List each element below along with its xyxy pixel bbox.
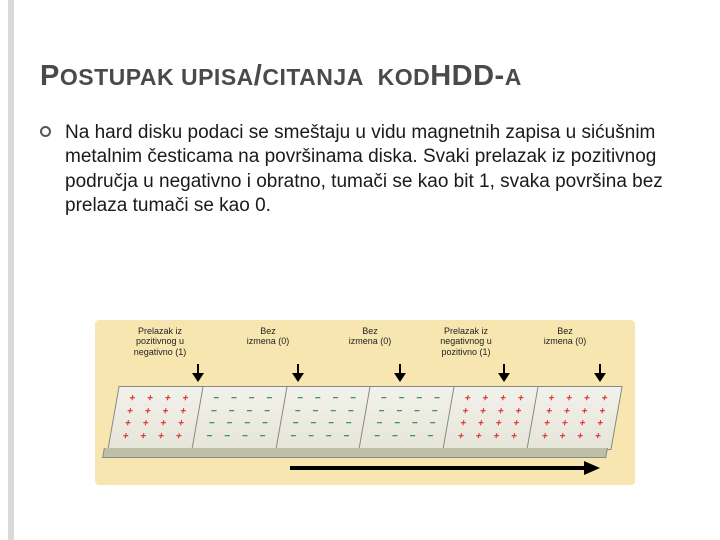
- direction-arrow-icon: [290, 463, 600, 473]
- down-arrow-icon: [292, 364, 304, 382]
- title-part: OSTUPAK UPISA: [60, 64, 254, 90]
- side-stripe: [8, 0, 14, 540]
- segment-plus: ++++++++++++++++: [443, 386, 538, 450]
- diagram-label: Prelazak izpozitivnog unegativno (1): [120, 326, 200, 357]
- segment-minus: −−−−−−−−−−−−−−−−: [191, 386, 286, 450]
- segment-minus: −−−−−−−−−−−−−−−−: [275, 386, 370, 450]
- diagram-label: Prelazak iznegativnog upozitivno (1): [426, 326, 506, 357]
- diagram-label: Bezizmena (0): [525, 326, 605, 347]
- title-part: CITANJA KOD: [262, 64, 430, 90]
- platter-segments: ++++++++++++++++−−−−−−−−−−−−−−−−−−−−−−−−…: [107, 386, 622, 450]
- diagram-label: Bezizmena (0): [330, 326, 410, 347]
- slide-content: POSTUPAK UPISA/CITANJA KODHDD-A Na hard …: [40, 60, 680, 218]
- segment-plus: ++++++++++++++++: [526, 386, 622, 450]
- down-arrow-icon: [594, 364, 606, 382]
- platter-edge: [102, 448, 608, 458]
- title-part: P: [40, 60, 60, 92]
- bullet-text: Na hard disku podaci se smeštaju u vidu …: [65, 121, 680, 218]
- segment-minus: −−−−−−−−−−−−−−−−: [359, 386, 454, 450]
- down-arrow-icon: [394, 364, 406, 382]
- down-arrow-icon: [498, 364, 510, 382]
- down-arrow-icon: [192, 364, 204, 382]
- title-part: HDD-: [430, 60, 505, 92]
- bullet-marker-icon: [40, 126, 51, 137]
- slide-title: POSTUPAK UPISA/CITANJA KODHDD-A: [40, 60, 680, 93]
- diagram-label: Bezizmena (0): [228, 326, 308, 347]
- title-part: A: [505, 64, 522, 90]
- segment-plus: ++++++++++++++++: [107, 386, 202, 450]
- hdd-encoding-diagram: Prelazak izpozitivnog unegativno (1) Bezi…: [95, 320, 635, 485]
- bullet-item: Na hard disku podaci se smeštaju u vidu …: [40, 121, 680, 218]
